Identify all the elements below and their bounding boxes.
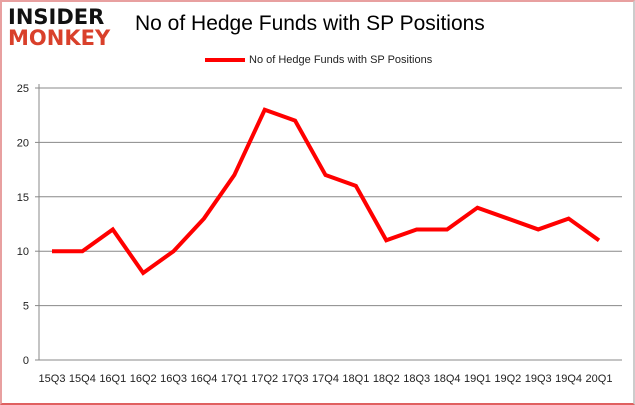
x-tick-label: 19Q3 [525, 373, 552, 385]
legend-swatch [205, 58, 245, 62]
x-tick-label: 17Q2 [251, 373, 278, 385]
x-tick-label: 17Q1 [221, 373, 248, 385]
y-tick-label: 5 [23, 301, 29, 313]
y-tick-label: 25 [17, 83, 29, 95]
y-tick-label: 10 [17, 246, 29, 258]
x-tick-label: 18Q3 [403, 373, 430, 385]
logo-line1: INSIDER [8, 5, 105, 29]
insider-monkey-logo: INSIDER MONKEY [8, 7, 110, 49]
x-tick-label: 15Q3 [39, 373, 66, 385]
x-tick-label: 20Q1 [586, 373, 613, 385]
y-tick-label: 0 [23, 355, 29, 367]
y-tick-label: 20 [17, 137, 29, 149]
x-tick-label: 16Q1 [99, 373, 126, 385]
legend: No of Hedge Funds with SP Positions [205, 54, 432, 66]
x-tick-label: 19Q1 [464, 373, 491, 385]
x-tick-label: 16Q2 [130, 373, 157, 385]
legend-label: No of Hedge Funds with SP Positions [249, 54, 433, 66]
x-tick-label: 19Q2 [494, 373, 521, 385]
x-tick-label: 16Q3 [160, 373, 187, 385]
x-tick-label: 17Q4 [312, 373, 339, 385]
logo-line2: MONKEY [8, 26, 111, 50]
series-line [52, 107, 601, 276]
x-tick-label: 16Q4 [190, 373, 217, 385]
x-tick-label: 18Q1 [342, 373, 369, 385]
x-tick-label: 18Q4 [434, 373, 461, 385]
x-tick-label: 17Q3 [282, 373, 309, 385]
x-tick-label: 19Q4 [555, 373, 582, 385]
chart-title: No of Hedge Funds with SP Positions [135, 12, 485, 35]
y-tick-label: 15 [17, 192, 29, 204]
x-tick-label: 18Q2 [373, 373, 400, 385]
x-tick-label: 15Q4 [69, 373, 96, 385]
